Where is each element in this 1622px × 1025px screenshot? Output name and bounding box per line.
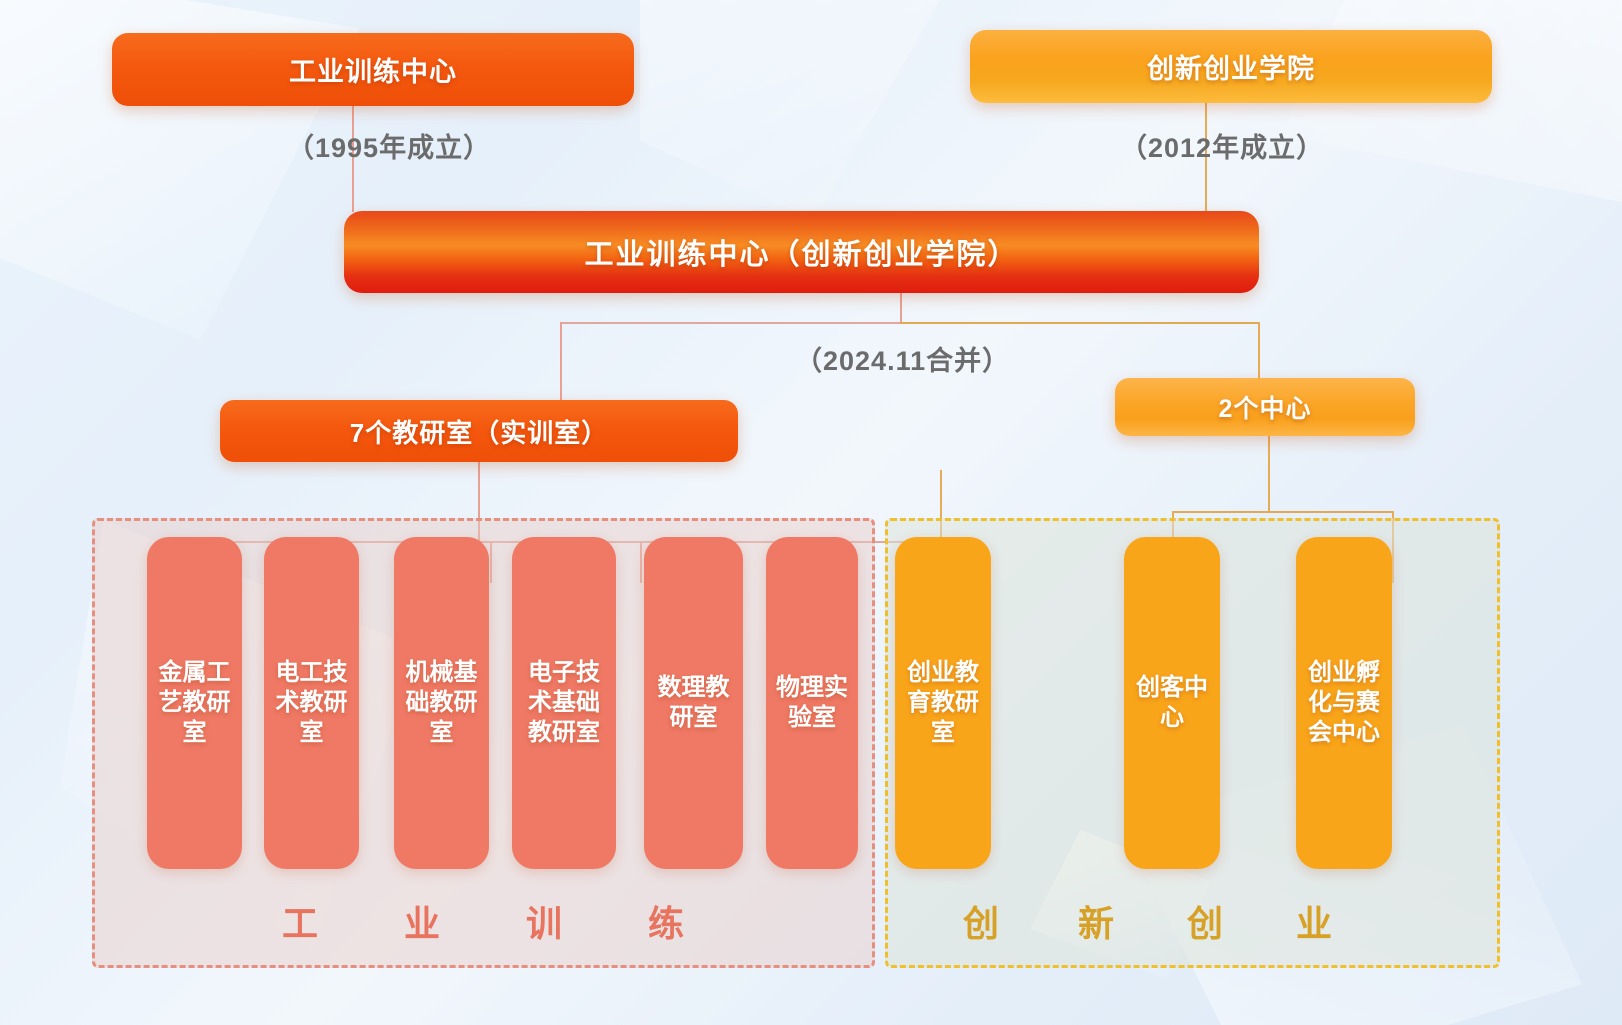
node-innovation-entrepreneurship-college[interactable]: 创新创业学院 [970,30,1492,103]
unit-electrical-tech[interactable]: 电工技术教研室 [264,537,359,869]
node-two-centers[interactable]: 2个中心 [1115,378,1415,436]
unit-label: 机械基础教研室 [405,658,478,747]
unit-math-physics[interactable]: 数理教研室 [644,537,743,869]
caption-left-char-2: 业 [404,903,443,944]
caption-right-char-4: 业 [1296,903,1335,944]
unit-incubation-competition-center[interactable]: 创业孵化与赛会中心 [1296,537,1392,869]
unit-label: 金属工艺教研室 [158,658,231,747]
connector-left-drop-3 [490,541,492,583]
node-merged-center[interactable]: 工业训练中心（创新创业学院） [344,211,1259,293]
label-founded-1995: （1995年成立） [287,133,492,163]
unit-label: 数理教研室 [657,673,730,731]
connector-right-bus [1172,511,1394,513]
caption-right-char-3: 创 [1187,903,1226,944]
node-seven-teaching-rooms[interactable]: 7个教研室（实训室） [220,400,738,462]
label-merge-date: （2024.11合并） [795,346,1011,376]
connector-merged-bus-right [900,322,1260,324]
caption-right-char-2: 新 [1078,903,1117,944]
connector-to-left-branch [560,322,562,402]
label-founded-2012: （2012年成立） [1120,133,1325,163]
unit-entrepreneurship-education[interactable]: 创业教育教研室 [895,537,991,869]
unit-label: 创客中心 [1136,673,1208,731]
connector-merged-stem [900,293,902,323]
unit-label: 物理实验室 [776,673,848,731]
unit-metal-craft[interactable]: 金属工艺教研室 [147,537,242,869]
connector-merged-bus-left [560,322,902,324]
unit-label: 创业孵化与赛会中心 [1308,658,1380,747]
unit-label: 电子技术基础教研室 [528,658,600,747]
connector-ie-to-merged [1205,103,1207,213]
caption-left-char-3: 训 [526,903,565,944]
unit-physics-lab[interactable]: 物理实验室 [766,537,858,869]
caption-left-char-1: 工 [282,903,321,944]
unit-mechanical-basics[interactable]: 机械基础教研室 [394,537,489,869]
connector-itc-to-merged [352,106,354,212]
connector-to-right-branch [1258,322,1260,380]
connector-left-stem [478,462,480,542]
caption-left-char-4: 练 [648,903,687,944]
unit-label: 创业教育教研室 [907,658,979,747]
connector-left-drop-4 [640,541,642,583]
caption-right-char-1: 创 [963,903,1002,944]
node-industrial-training-center[interactable]: 工业训练中心 [112,33,634,106]
unit-label: 电工技术教研室 [275,658,348,747]
unit-electronics-basics[interactable]: 电子技术基础教研室 [512,537,616,869]
background-shape-6 [640,0,940,220]
unit-maker-center[interactable]: 创客中心 [1124,537,1220,869]
connector-right-stem [1268,436,1270,512]
